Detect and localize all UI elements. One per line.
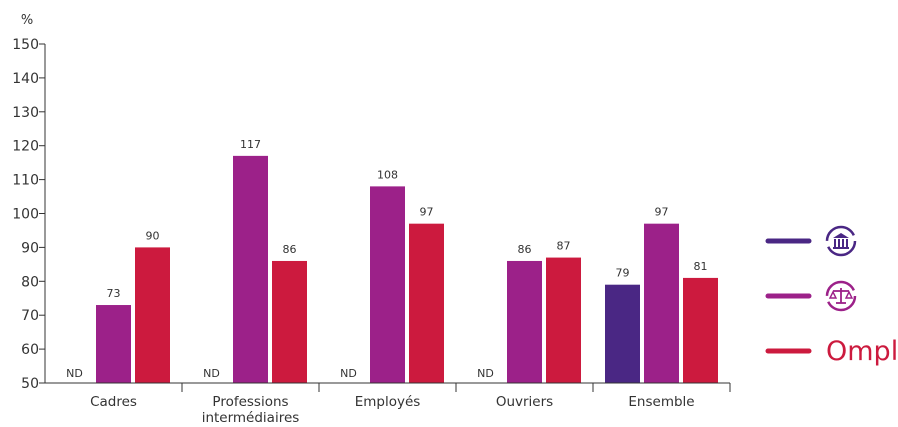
y-axis-unit-label: % <box>21 13 33 28</box>
x-axis: Cadres Professions intermédiaires Employés O… <box>45 382 731 426</box>
legend: Ompl <box>765 225 898 367</box>
bar <box>546 257 581 383</box>
bar-value-label: 86 <box>283 243 297 256</box>
bar <box>233 155 268 383</box>
y-tick-label: 130 <box>12 105 39 121</box>
category-label: Employés <box>355 394 421 410</box>
bar <box>272 260 307 383</box>
y-tick-label: 60 <box>21 342 39 358</box>
bar <box>409 223 444 383</box>
bar <box>507 260 542 383</box>
bar-value-label: 117 <box>240 138 261 151</box>
bar <box>370 186 405 383</box>
y-tick-label: 120 <box>12 139 39 155</box>
bar-value-label-nd: ND <box>477 367 494 380</box>
bar-value-label-nd: ND <box>203 367 220 380</box>
bar-value-label: 108 <box>377 168 398 181</box>
y-tick-label: 140 <box>12 71 39 87</box>
y-axis: % 50 60 70 80 90 100 110 120 130 140 150 <box>12 13 46 392</box>
bar-value-label: 86 <box>518 243 532 256</box>
bar-value-label: 73 <box>107 287 121 300</box>
category-label: Cadres <box>90 394 137 410</box>
bar <box>96 305 131 383</box>
bars: ND 73 90 ND 117 86 ND 108 97 ND 86 87 79 97 81 <box>66 138 718 383</box>
y-tick-label: 110 <box>12 173 39 189</box>
bar-value-label: 81 <box>694 260 708 273</box>
bar <box>644 223 679 383</box>
y-tick-label: 100 <box>12 207 39 223</box>
y-tick-label: 50 <box>21 376 39 392</box>
category-label: Ouvriers <box>496 394 553 410</box>
bar <box>135 247 170 383</box>
bank-building-icon <box>825 225 857 257</box>
bar <box>605 284 640 383</box>
bar-value-label: 90 <box>146 229 160 242</box>
y-tick-label: 90 <box>21 240 39 256</box>
bar-value-label: 97 <box>655 206 669 219</box>
y-tick-label: 150 <box>12 37 39 53</box>
bar-value-label: 87 <box>557 240 571 253</box>
bar <box>683 277 718 383</box>
category-label: Professions intermédiaires <box>202 394 300 426</box>
y-tick-label: 70 <box>21 308 39 324</box>
bar-value-label: 97 <box>420 206 434 219</box>
y-tick-label: 80 <box>21 274 39 290</box>
bar-value-label: 79 <box>616 267 630 280</box>
bar-value-label-nd: ND <box>340 367 357 380</box>
category-label: Ensemble <box>628 394 694 410</box>
scales-of-justice-icon <box>825 280 857 312</box>
ompl-logo-text: Ompl <box>826 336 898 367</box>
ompl-logo: Ompl <box>826 336 898 367</box>
bar-value-label-nd: ND <box>66 367 83 380</box>
